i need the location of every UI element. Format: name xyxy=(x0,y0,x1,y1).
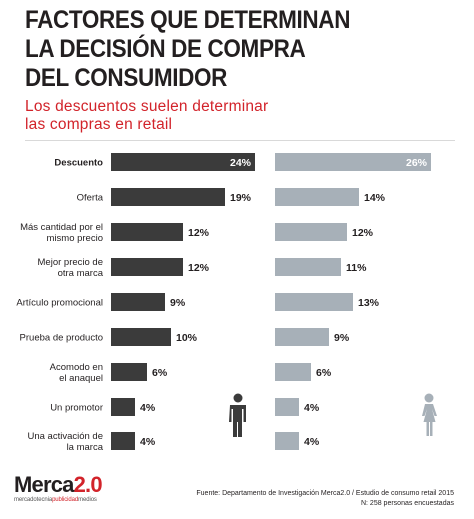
brand-logo: Merca2.0 mercadotecniapublicidadmedios xyxy=(14,472,103,504)
bar-men xyxy=(111,363,147,381)
data-label: 4% xyxy=(304,402,320,414)
data-label: 6% xyxy=(152,367,168,379)
subtitle-line-1: Los descuentos suelen determinar xyxy=(25,98,269,115)
title-line-1: FACTORES QUE DETERMINAN xyxy=(25,6,351,34)
bar-men xyxy=(111,293,165,311)
bar-women xyxy=(275,363,311,381)
woman-icon-body xyxy=(422,404,437,436)
man-icon xyxy=(229,393,246,437)
subtitle-line-2: las compras en retail xyxy=(25,116,173,133)
divider xyxy=(25,140,455,141)
category-label: Una activación de la marca xyxy=(27,431,103,453)
data-label: 19% xyxy=(230,192,252,204)
title-line-2: LA DECISIÓN DE COMPRA xyxy=(25,35,306,63)
title-line-3: DEL CONSUMIDOR xyxy=(25,64,228,92)
bar-men xyxy=(111,188,225,206)
data-label: 12% xyxy=(188,262,210,274)
category-label: Más cantidad por el mismo precio xyxy=(20,222,103,244)
data-label: 12% xyxy=(188,227,210,239)
bar-women xyxy=(275,153,431,171)
data-label: 26% xyxy=(406,157,428,169)
woman-icon-head xyxy=(424,393,434,403)
data-label: 13% xyxy=(358,297,380,309)
category-label: Oferta xyxy=(77,193,104,204)
data-label: 14% xyxy=(364,192,386,204)
brand-tagline: mercadotecniapublicidadmedios xyxy=(14,497,102,503)
brand-name-part1: Merca xyxy=(14,472,74,497)
data-label: 4% xyxy=(304,436,320,448)
man-icon-head xyxy=(233,393,243,403)
man-icon-body xyxy=(229,405,246,437)
bar-men xyxy=(111,398,135,416)
data-label: 24% xyxy=(230,157,252,169)
bar-women xyxy=(275,188,359,206)
category-label: Prueba de producto xyxy=(20,333,103,344)
brand-tagline-part2: publicidad xyxy=(52,497,79,503)
bar-men xyxy=(111,328,171,346)
data-label: 4% xyxy=(140,436,156,448)
bar-women xyxy=(275,328,329,346)
data-label: 10% xyxy=(176,332,198,344)
bar-men xyxy=(111,258,183,276)
brand-tagline-part3: medios xyxy=(78,497,97,503)
data-label: 6% xyxy=(316,367,332,379)
bar-women xyxy=(275,258,341,276)
data-label: 11% xyxy=(346,262,367,274)
source-note: Fuente: Departamento de Investigación Me… xyxy=(196,489,454,509)
data-label: 4% xyxy=(140,402,156,414)
category-label: Descuento xyxy=(54,158,103,169)
category-label: Artículo promocional xyxy=(16,298,103,309)
bar-women xyxy=(275,293,353,311)
data-label: 12% xyxy=(352,227,374,239)
bar-men xyxy=(111,432,135,450)
category-label: Mejor precio de otra marca xyxy=(38,257,104,279)
bar-men xyxy=(111,153,255,171)
brand-name: Merca2.0 xyxy=(14,472,103,497)
source-text: Fuente: Departamento de Investigación Me… xyxy=(196,490,454,497)
data-label: 9% xyxy=(334,332,350,344)
data-label: 9% xyxy=(170,297,186,309)
brand-name-part2: 2.0 xyxy=(73,472,103,497)
bar-women xyxy=(275,432,299,450)
bar-men xyxy=(111,223,183,241)
sample-size: N: 258 personas encuestadas xyxy=(360,500,454,507)
page-title: FACTORES QUE DETERMINAN LA DECISIÓN DE C… xyxy=(25,6,412,93)
subtitle: Los descuentos suelen determinar las com… xyxy=(25,98,268,134)
category-label: Un promotor xyxy=(50,403,103,414)
brand-tagline-part1: mercadotecnia xyxy=(14,497,53,503)
bar-women xyxy=(275,223,347,241)
bar-women xyxy=(275,398,299,416)
category-label: Acomodo en el anaquel xyxy=(50,362,103,384)
woman-icon xyxy=(422,393,437,436)
